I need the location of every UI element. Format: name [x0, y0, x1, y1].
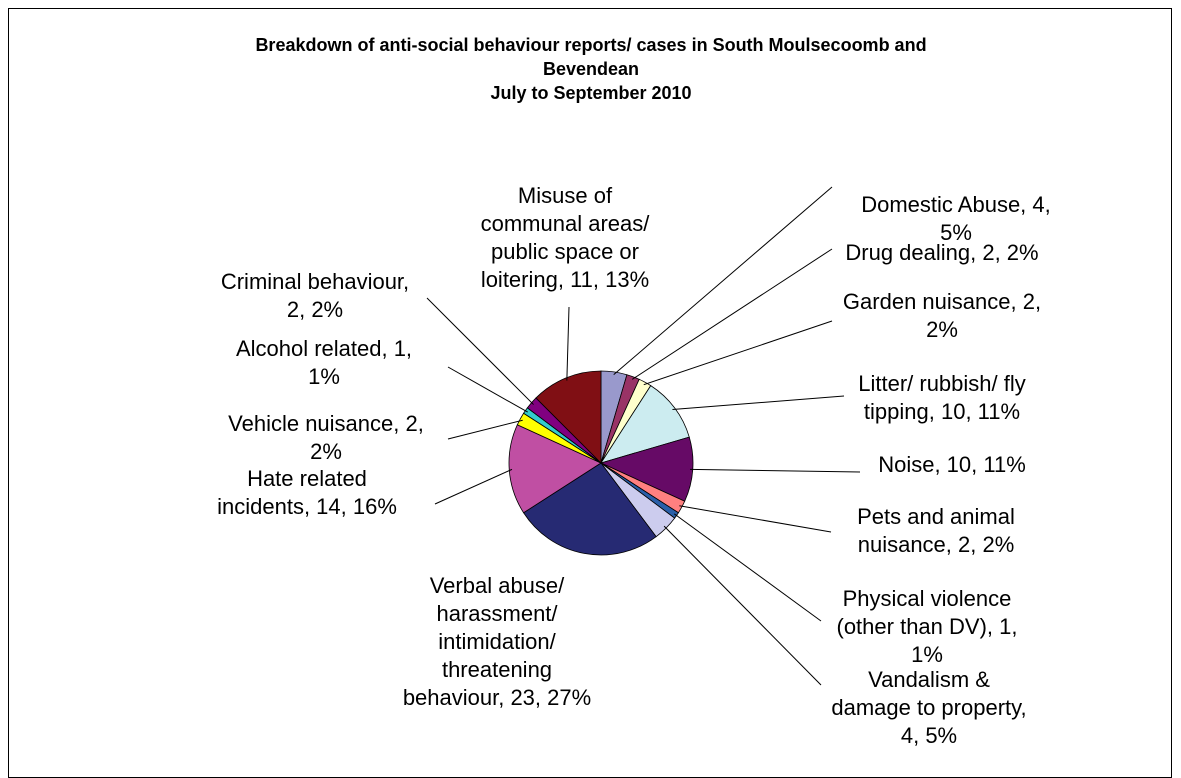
slice-label-criminal-behaviour: Criminal behaviour, 2, 2% — [221, 269, 409, 322]
slice-label-line: Noise, 10, 11% — [878, 452, 1026, 477]
slice-label-line: public space or — [491, 239, 639, 264]
chart-frame: Breakdown of anti-social behaviour repor… — [8, 8, 1172, 778]
slice-label-line: Hate related — [247, 466, 367, 491]
slice-label-line: behaviour, 23, 27% — [403, 685, 591, 710]
slice-label-line: Domestic Abuse, 4, — [861, 192, 1051, 217]
slice-label-line: incidents, 14, 16% — [217, 494, 397, 519]
leader-line-alcohol-related — [448, 367, 528, 412]
slice-label-line: Garden nuisance, 2, — [843, 289, 1041, 314]
slice-label-pets-and-animal-nuisance: Pets and animal nuisance, 2, 2% — [857, 504, 1015, 557]
leader-line-criminal-behaviour — [427, 298, 534, 405]
slice-label-line: Verbal abuse/ — [430, 573, 565, 598]
chart-title: Breakdown of anti-social behaviour repor… — [255, 35, 926, 103]
slice-label-line: harassment/ — [436, 601, 558, 626]
slice-label-misuse-of-communal-areas-public-space-or-loitering: Misuse of communal areas/public space or l… — [481, 183, 651, 292]
slice-label-line: Criminal behaviour, — [221, 269, 409, 294]
leader-line-vandalism-damage-to-property — [664, 526, 821, 685]
slice-label-vehicle-nuisance: Vehicle nuisance, 2, 2% — [228, 411, 424, 464]
slice-label-verbal-abuse-harassment-intimidation-threatening-behaviour: Verbal abuse/harassment/intimidation/thr… — [403, 573, 591, 710]
slice-label-domestic-abuse: Domestic Abuse, 4, 5% — [861, 192, 1051, 245]
leader-line-drug-dealing — [632, 249, 832, 379]
slice-label-line: (other than DV), 1, — [837, 614, 1018, 639]
pie-chart: Breakdown of anti-social behaviour repor… — [9, 9, 1173, 769]
slice-label-hate-related-incidents: Hate related incidents, 14, 16% — [217, 466, 397, 519]
slice-label-line: damage to property, — [831, 695, 1026, 720]
leader-line-physical-violence-other-than-dv — [674, 514, 821, 621]
slice-label-line: threatening — [442, 657, 552, 682]
slice-label-line: Vandalism & — [868, 667, 990, 692]
leader-line-misuse-of-communal-areas-public-space-or-loitering — [567, 307, 569, 381]
slice-label-line: Misuse of — [518, 183, 613, 208]
slice-label-litter-rubbish-fly-tipping: Litter/ rubbish/ fly tipping, 10, 11% — [858, 371, 1026, 424]
slice-label-line: 2% — [926, 317, 958, 342]
leader-line-litter-rubbish-fly-tipping — [672, 396, 844, 410]
slice-label-drug-dealing: Drug dealing, 2, 2% — [845, 240, 1038, 265]
slice-label-alcohol-related: Alcohol related, 1, 1% — [236, 336, 412, 389]
slice-label-line: Drug dealing, 2, 2% — [845, 240, 1038, 265]
chart-title-line-3: July to September 2010 — [490, 83, 691, 103]
slice-label-line: 4, 5% — [901, 723, 957, 748]
slice-label-line: intimidation/ — [438, 629, 556, 654]
slice-label-line: nuisance, 2, 2% — [858, 532, 1015, 557]
slice-label-noise: Noise, 10, 11% — [878, 452, 1026, 477]
slice-label-line: Pets and animal — [857, 504, 1015, 529]
slice-label-line: Physical violence — [843, 586, 1012, 611]
leader-line-hate-related-incidents — [435, 469, 512, 504]
slice-label-garden-nuisance: Garden nuisance, 2, 2% — [843, 289, 1041, 342]
slice-label-line: 2, 2% — [287, 297, 343, 322]
slice-label-line: loitering, 11, 13% — [481, 267, 649, 292]
chart-title-line-1: Breakdown of anti-social behaviour repor… — [255, 35, 926, 55]
leader-line-pets-and-animal-nuisance — [679, 506, 831, 532]
slice-label-physical-violence-other-than-dv: Physical violence (other than DV), 1, 1% — [837, 586, 1018, 667]
slice-label-line: communal areas/ — [481, 211, 651, 236]
slice-label-line: Litter/ rubbish/ fly — [858, 371, 1026, 396]
chart-title-line-2: Bevendean — [543, 59, 639, 79]
slice-label-line: Vehicle nuisance, 2, — [228, 411, 424, 436]
slice-label-line: 1% — [911, 642, 943, 667]
slice-label-line: Alcohol related, 1, — [236, 336, 412, 361]
slice-label-line: tipping, 10, 11% — [864, 399, 1020, 424]
leader-line-vehicle-nuisance — [448, 420, 523, 439]
slice-label-vandalism-damage-to-property: Vandalism & damage to property, 4, 5% — [831, 667, 1026, 748]
slice-label-line: 2% — [310, 439, 342, 464]
slice-label-line: 1% — [308, 364, 340, 389]
leader-line-noise — [690, 469, 860, 472]
